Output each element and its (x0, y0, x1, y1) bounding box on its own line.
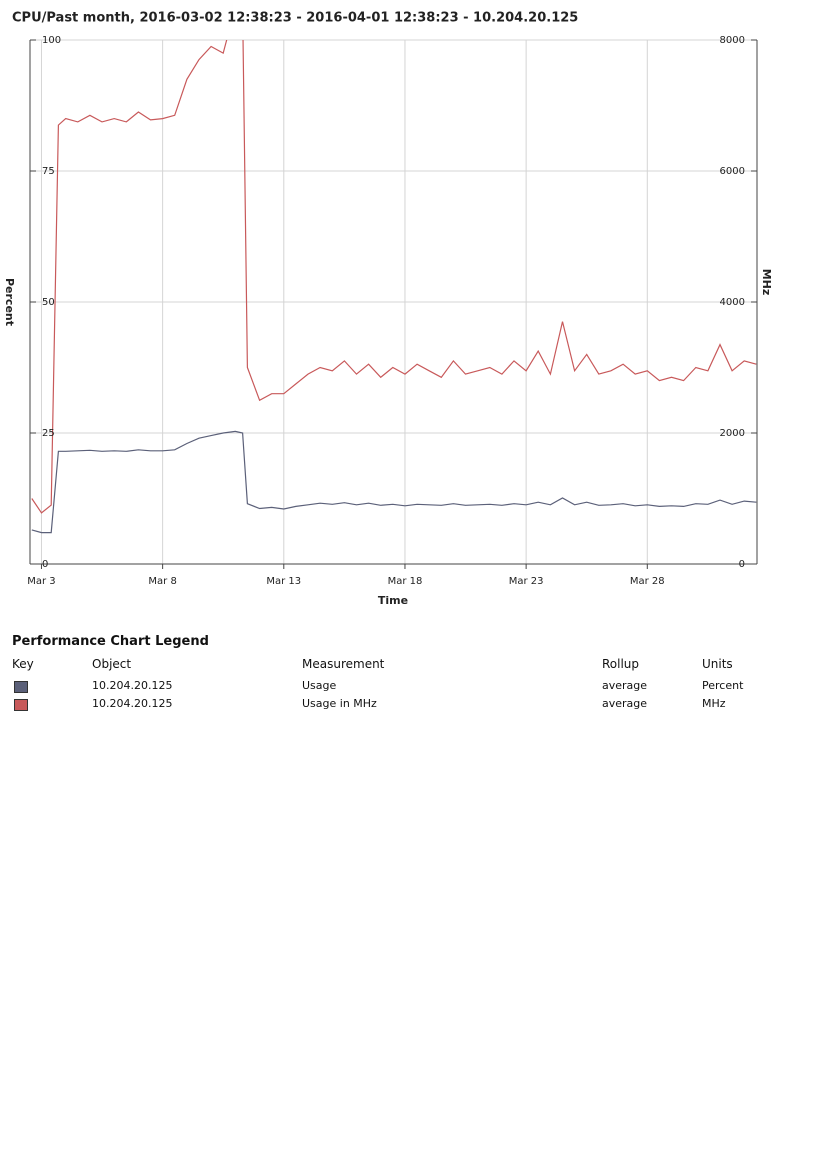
legend: Performance Chart Legend Key Object Meas… (12, 634, 772, 715)
legend-header-cell: Key (12, 657, 34, 671)
y-tick-label: 25 (42, 428, 55, 439)
y-tick-label: 50 (42, 297, 55, 308)
legend-header-cell: Units (702, 657, 733, 671)
legend-cell: Percent (702, 679, 744, 692)
legend-cell: Usage in MHz (302, 697, 377, 710)
legend-row: 10.204.20.125 Usage in MHz average MHz (12, 697, 772, 715)
x-tick-label: Mar 8 (148, 576, 176, 587)
y2-tick-label: 2000 (720, 428, 745, 439)
legend-swatch (14, 681, 28, 693)
legend-cell: average (602, 697, 648, 710)
series-line (31, 40, 757, 514)
chart: CPU/Past month, 2016-03-02 12:38:23 - 20… (3, 11, 773, 608)
y-axis-title: Percent (3, 278, 16, 326)
y-tick-label: 100 (42, 35, 61, 46)
y2-tick-label: 6000 (720, 166, 745, 177)
x-tick-label: Mar 18 (388, 576, 423, 587)
y-tick-label: 75 (42, 166, 55, 177)
chart-title: CPU/Past month, 2016-03-02 12:38:23 - 20… (12, 11, 578, 26)
legend-header: Key Object Measurement Rollup Units (12, 657, 772, 675)
x-tick-label: Mar 13 (266, 576, 301, 587)
y2-tick-label: 4000 (720, 297, 745, 308)
legend-header-cell: Object (92, 657, 132, 671)
legend-cell: average (602, 679, 648, 692)
x-tick-label: Mar 3 (27, 576, 55, 587)
x-axis-title: Time (378, 594, 408, 607)
x-tick-label: Mar 28 (630, 576, 665, 587)
legend-cell: MHz (702, 697, 726, 710)
y2-tick-label: 8000 (720, 35, 745, 46)
y2-tick-label: 0 (739, 559, 745, 570)
legend-rows: 10.204.20.125 Usage average Percent 10.204.2… (12, 679, 772, 715)
legend-row: 10.204.20.125 Usage average Percent (12, 679, 772, 697)
y-tick-label: 0 (42, 559, 48, 570)
legend-header-cell: Rollup (602, 657, 640, 671)
legend-title: Performance Chart Legend (12, 634, 209, 649)
series-line (31, 430, 757, 534)
legend-cell: 10.204.20.125 (92, 697, 173, 710)
legend-cell: Usage (302, 679, 337, 692)
legend-swatch (14, 699, 28, 711)
legend-cell: 10.204.20.125 (92, 679, 173, 692)
legend-header-cell: Measurement (302, 657, 385, 671)
x-tick-label: Mar 23 (509, 576, 544, 587)
y2-axis-title: MHz (760, 269, 773, 296)
